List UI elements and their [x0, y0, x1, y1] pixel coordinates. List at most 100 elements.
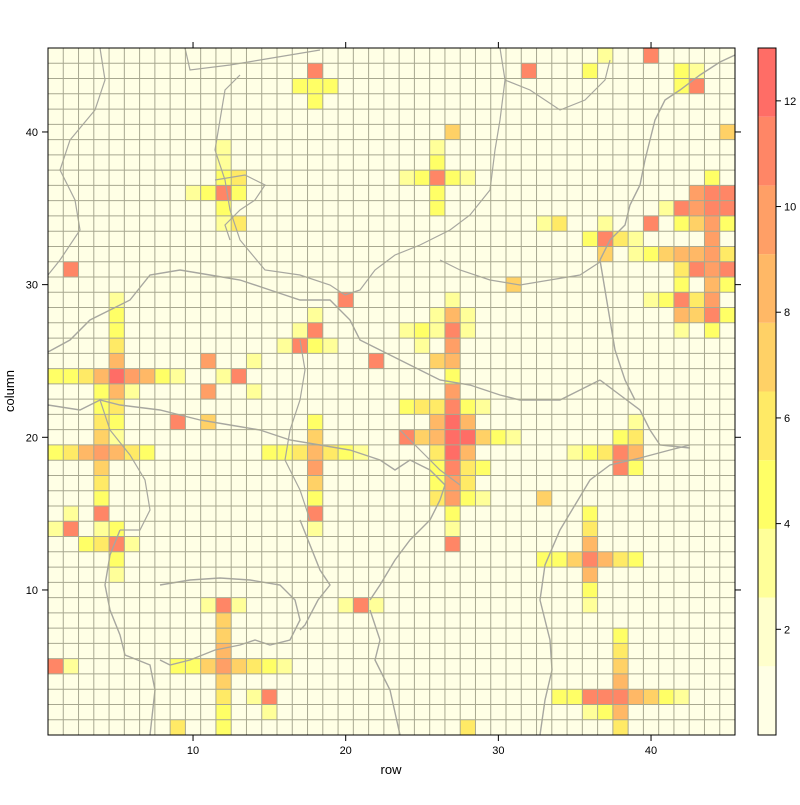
heatmap-cell [704, 185, 720, 201]
heatmap-cell [307, 429, 323, 445]
heatmap-cell [48, 658, 64, 674]
heatmap-cell [628, 689, 644, 705]
heatmap-cell [109, 368, 125, 384]
heatmap-cell [719, 185, 735, 201]
heatmap-cell [109, 338, 125, 354]
heatmap-cell [582, 506, 598, 522]
heatmap-cell [719, 246, 735, 262]
heatmap-cell [490, 429, 506, 445]
heatmap-cell [93, 429, 110, 445]
heatmap-cell [231, 368, 247, 384]
heatmap-cell [353, 597, 369, 613]
heatmap-cell [444, 399, 461, 415]
boundary-path [504, 59, 611, 111]
heatmap-cell [567, 444, 583, 461]
heatmap-cell [78, 368, 94, 384]
heatmap-cell [628, 231, 644, 247]
heatmap-cell [338, 292, 354, 308]
heatmap-cell [246, 353, 262, 369]
heatmap-cell [673, 261, 690, 277]
heatmap-cell [444, 170, 461, 186]
heatmap-cell [597, 48, 613, 64]
heatmap-cell [292, 322, 308, 339]
heatmap-cell [689, 292, 705, 308]
colorbar-swatch [758, 597, 776, 667]
heatmap-cell [444, 307, 461, 323]
heatmap-cell [200, 658, 216, 674]
heatmap-cell [597, 704, 613, 720]
heatmap-cell [215, 154, 232, 171]
heatmap-cell [460, 307, 476, 323]
heatmap-cell [368, 597, 384, 613]
heatmap-cell [460, 170, 476, 186]
colorbar-swatch [758, 322, 776, 392]
heatmap-cell [567, 689, 583, 705]
heatmap-cell [322, 338, 339, 354]
heatmap-cell [673, 277, 690, 293]
heatmap-cell [612, 719, 629, 735]
x-tick-label: 20 [340, 745, 352, 757]
heatmap-cell [215, 215, 232, 232]
heatmap-cell [628, 460, 644, 476]
heatmap-cell [582, 551, 598, 568]
heatmap-cell [124, 444, 140, 461]
heatmap-cell [246, 658, 262, 674]
heatmap-cell [612, 444, 629, 461]
heatmap-cell [109, 322, 125, 339]
heatmap-cell [673, 200, 690, 216]
heatmap-cell [93, 399, 110, 415]
heatmap-cell [597, 215, 613, 232]
heatmap-cell [612, 628, 629, 644]
heatmap-cell [292, 338, 308, 354]
heatmap-cell [704, 170, 720, 186]
heatmap-cell [658, 200, 674, 216]
heatmap-cell [215, 200, 232, 216]
heatmap-cell [460, 444, 476, 461]
heatmap-cell [536, 490, 552, 506]
heatmap-cell [109, 383, 125, 400]
heatmap-cell [170, 719, 186, 735]
boundary-path [214, 174, 266, 241]
heatmap-cell [673, 322, 690, 339]
heatmap-cell [307, 78, 323, 94]
heatmap-cell [307, 63, 323, 79]
heatmap-cell [658, 246, 674, 262]
heatmap-cell [628, 444, 644, 461]
heatmap-cell [582, 597, 598, 613]
heatmap-cell [673, 292, 690, 308]
heatmap-cell [78, 444, 94, 461]
heatmap-cell [597, 689, 613, 705]
heatmap-cell [429, 399, 445, 415]
axes: 10 20 30 40 10 20 30 40 [26, 42, 741, 757]
heatmap-cell [475, 490, 491, 506]
y-axis-title: column [2, 370, 17, 412]
heatmap-cell [475, 399, 491, 415]
heatmap-cell [582, 704, 598, 720]
coastline-path [104, 529, 156, 736]
heatmap-cell [93, 521, 110, 537]
heatmap-cell [215, 597, 232, 613]
heatmap-cell [170, 368, 186, 384]
heatmap-cell [170, 658, 186, 674]
heatmap-cell [612, 689, 629, 705]
heatmap-cell [444, 475, 461, 491]
heatmap-cell [673, 246, 690, 262]
heatmap-cell [307, 521, 323, 537]
heatmap-cell [536, 215, 552, 232]
heatmap-cell [444, 490, 461, 506]
heatmap-cell [612, 551, 629, 568]
colorbar-swatch [758, 391, 776, 461]
heatmap-cell [124, 536, 140, 552]
colorbar-swatch [758, 48, 776, 117]
colorbar-swatch [758, 460, 776, 529]
heatmap-cell [704, 277, 720, 293]
heatmap-cell [399, 170, 415, 186]
coastline-path [599, 379, 691, 449]
heatmap-cell [353, 444, 369, 461]
heatmap-cell [506, 277, 522, 293]
y-tick-label: 30 [26, 280, 38, 292]
boundary-path [214, 74, 346, 296]
plot-frame [47, 47, 736, 736]
heatmap-cell [109, 444, 125, 461]
